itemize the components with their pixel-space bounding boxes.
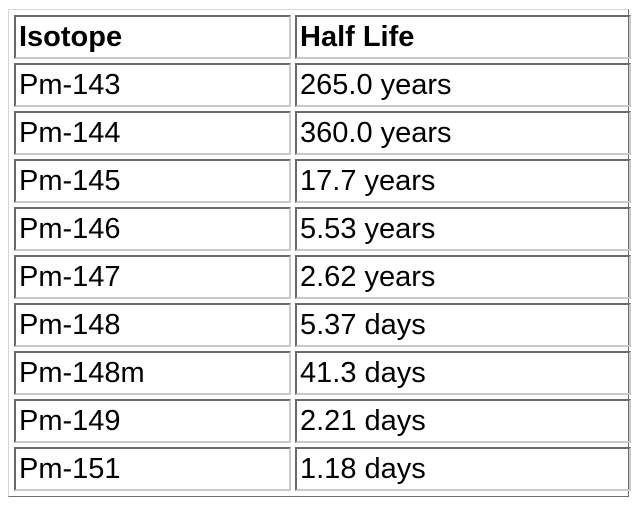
isotope-cell: Pm-144 — [14, 111, 291, 155]
half-life-cell: 5.53 years — [295, 207, 631, 251]
table-row: Pm-149 2.21 days — [14, 399, 631, 443]
half-life-cell: 2.21 days — [295, 399, 631, 443]
table-header-row: Isotope Half Life — [14, 15, 631, 59]
table-row: Pm-145 17.7 years — [14, 159, 631, 203]
table-row: Pm-147 2.62 years — [14, 255, 631, 299]
table-row: Pm-148 5.37 days — [14, 303, 631, 347]
isotope-cell: Pm-147 — [14, 255, 291, 299]
half-life-cell: 41.3 days — [295, 351, 631, 395]
half-life-cell: 1.18 days — [295, 447, 631, 491]
half-life-cell: 5.37 days — [295, 303, 631, 347]
isotope-cell: Pm-148 — [14, 303, 291, 347]
table-row: Pm-146 5.53 years — [14, 207, 631, 251]
table-row: Pm-151 1.18 days — [14, 447, 631, 491]
half-life-cell: 17.7 years — [295, 159, 631, 203]
isotope-cell: Pm-151 — [14, 447, 291, 491]
header-half-life: Half Life — [295, 15, 631, 59]
isotope-cell: Pm-143 — [14, 63, 291, 107]
isotope-cell: Pm-148m — [14, 351, 291, 395]
table-row: Pm-143 265.0 years — [14, 63, 631, 107]
isotope-half-life-table: Isotope Half Life Pm-143 265.0 years Pm-… — [10, 11, 635, 495]
isotope-cell: Pm-146 — [14, 207, 291, 251]
isotope-table-frame: Isotope Half Life Pm-143 265.0 years Pm-… — [8, 9, 631, 497]
half-life-cell: 360.0 years — [295, 111, 631, 155]
half-life-cell: 2.62 years — [295, 255, 631, 299]
table-row: Pm-148m 41.3 days — [14, 351, 631, 395]
table-row: Pm-144 360.0 years — [14, 111, 631, 155]
half-life-cell: 265.0 years — [295, 63, 631, 107]
isotope-cell: Pm-145 — [14, 159, 291, 203]
isotope-cell: Pm-149 — [14, 399, 291, 443]
header-isotope: Isotope — [14, 15, 291, 59]
